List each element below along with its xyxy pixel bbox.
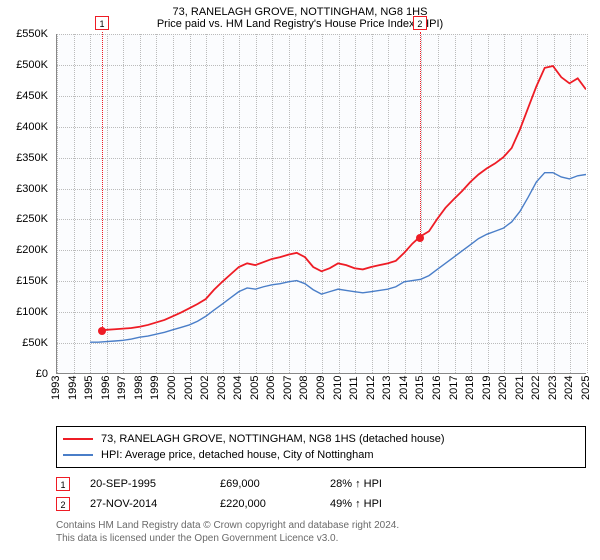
x-tick-label: 2016 <box>431 376 443 400</box>
x-tick-label: 1993 <box>50 376 62 400</box>
marker-line <box>420 32 421 238</box>
x-tick-label: 2011 <box>348 376 360 400</box>
y-tick-label: £300K <box>0 183 48 195</box>
x-tick-label: 2017 <box>448 376 460 400</box>
transaction-list: 1 20-SEP-1995 £69,000 28% ↑ HPI 2 27-NOV-2014… <box>56 474 586 514</box>
x-tick-label: 2009 <box>315 376 327 400</box>
x-tick-label: 2021 <box>514 376 526 400</box>
transaction-price: £69,000 <box>220 478 310 490</box>
legend-swatch <box>63 438 93 440</box>
x-tick-label: 2023 <box>547 376 559 400</box>
y-tick-label: £450K <box>0 90 48 102</box>
transaction-row: 1 20-SEP-1995 £69,000 28% ↑ HPI <box>56 474 586 494</box>
legend-item: 73, RANELAGH GROVE, NOTTINGHAM, NG8 1HS … <box>63 431 579 447</box>
y-tick-label: £150K <box>0 275 48 287</box>
x-tick-label: 2000 <box>166 376 178 400</box>
grid-line-v <box>587 34 588 373</box>
attribution-line1: Contains HM Land Registry data © Crown c… <box>56 520 586 533</box>
x-tick-label: 2020 <box>497 376 509 400</box>
x-tick-label: 2005 <box>249 376 261 400</box>
marker-line <box>102 32 103 331</box>
transaction-date: 27-NOV-2014 <box>90 498 200 510</box>
x-tick-label: 2007 <box>282 376 294 400</box>
hpi-line <box>90 173 586 343</box>
x-tick-label: 2014 <box>398 376 410 400</box>
transaction-delta: 28% ↑ HPI <box>330 478 430 490</box>
x-tick-label: 1995 <box>83 376 95 400</box>
x-tick-label: 2006 <box>265 376 277 400</box>
y-tick-label: £500K <box>0 59 48 71</box>
x-tick-label: 2018 <box>464 376 476 400</box>
x-axis: 1993199419951996199719981999200020012002… <box>56 380 586 420</box>
attribution-line2: This data is licensed under the Open Gov… <box>56 533 586 546</box>
transaction-delta: 49% ↑ HPI <box>330 498 430 510</box>
title-line1: 73, RANELAGH GROVE, NOTTINGHAM, NG8 1HS <box>0 6 600 18</box>
y-tick-label: £250K <box>0 213 48 225</box>
x-tick-label: 2022 <box>530 376 542 400</box>
transaction-row: 2 27-NOV-2014 £220,000 49% ↑ HPI <box>56 494 586 514</box>
title-line2: Price paid vs. HM Land Registry's House … <box>0 18 600 30</box>
legend-swatch <box>63 454 93 456</box>
x-tick-label: 2003 <box>216 376 228 400</box>
x-tick-label: 1999 <box>149 376 161 400</box>
y-tick-label: £350K <box>0 152 48 164</box>
x-tick-label: 1996 <box>100 376 112 400</box>
transaction-marker-box: 1 <box>56 477 70 491</box>
x-tick-label: 2015 <box>414 376 426 400</box>
legend: 73, RANELAGH GROVE, NOTTINGHAM, NG8 1HS … <box>56 426 586 468</box>
x-tick-label: 2001 <box>183 376 195 400</box>
transaction-date: 20-SEP-1995 <box>90 478 200 490</box>
transaction-price: £220,000 <box>220 498 310 510</box>
x-tick-label: 2025 <box>580 376 592 400</box>
x-tick-label: 2010 <box>332 376 344 400</box>
marker-box: 2 <box>413 16 427 30</box>
chart-title: 73, RANELAGH GROVE, NOTTINGHAM, NG8 1HS … <box>0 0 600 30</box>
series-svg <box>57 34 586 373</box>
x-tick-label: 2019 <box>481 376 493 400</box>
y-tick-label: £50K <box>0 337 48 349</box>
x-tick-label: 2008 <box>298 376 310 400</box>
footer: 1 20-SEP-1995 £69,000 28% ↑ HPI 2 27-NOV-2014… <box>56 474 586 545</box>
legend-label: 73, RANELAGH GROVE, NOTTINGHAM, NG8 1HS … <box>101 433 445 445</box>
marker-dot <box>416 234 424 242</box>
x-tick-label: 1998 <box>133 376 145 400</box>
legend-label: HPI: Average price, detached house, City… <box>101 449 374 461</box>
plot-region: 12 <box>56 34 586 374</box>
x-tick-label: 2012 <box>365 376 377 400</box>
x-tick-label: 2024 <box>563 376 575 400</box>
marker-dot <box>98 327 106 335</box>
attribution: Contains HM Land Registry data © Crown c… <box>56 520 586 545</box>
y-axis: £0£50K£100K£150K£200K£250K£300K£350K£400… <box>0 34 52 374</box>
y-tick-label: £100K <box>0 306 48 318</box>
y-tick-label: £200K <box>0 244 48 256</box>
y-tick-label: £400K <box>0 121 48 133</box>
marker-box: 1 <box>95 16 109 30</box>
chart-area: £0 £50K £100K £150K £200K £250K £300K £350K £400… <box>0 34 600 420</box>
x-tick-label: 2002 <box>199 376 211 400</box>
x-tick-label: 1997 <box>116 376 128 400</box>
x-tick-label: 2004 <box>232 376 244 400</box>
x-tick-label: 1994 <box>67 376 79 400</box>
y-tick-label: £0 <box>0 368 48 380</box>
legend-item: HPI: Average price, detached house, City… <box>63 447 579 463</box>
x-tick-label: 2013 <box>381 376 393 400</box>
transaction-marker-box: 2 <box>56 497 70 511</box>
y-tick-label: £550K <box>0 28 48 40</box>
